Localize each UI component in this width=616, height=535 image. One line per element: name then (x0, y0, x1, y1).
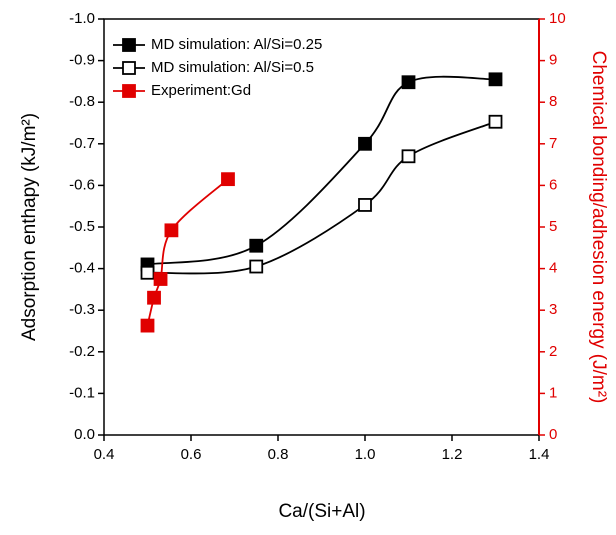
y2-tick-label: 2 (549, 343, 557, 360)
marker (358, 136, 372, 151)
y-tick-label: -1.0 (69, 10, 95, 27)
marker (221, 172, 235, 187)
marker (401, 149, 416, 164)
x-tick-label: 1.0 (355, 446, 376, 463)
y2-tick-label: 4 (549, 260, 557, 277)
x-tick-label: 1.4 (529, 446, 550, 463)
legend-marker (122, 84, 136, 98)
legend-marker (122, 61, 136, 75)
x-tick-label: 1.2 (442, 446, 463, 463)
y2-tick-label: 9 (549, 52, 557, 69)
x-tick-label: 0.6 (181, 446, 202, 463)
legend-label: MD simulation: Al/Si=0.5 (151, 59, 314, 76)
marker (140, 318, 155, 333)
x-tick-label: 0.8 (268, 446, 289, 463)
y-tick-label: -0.2 (69, 343, 95, 360)
y-tick-label: 0.0 (74, 426, 95, 443)
marker (249, 238, 264, 253)
y2-tick-label: 6 (549, 176, 557, 193)
y2-axis-label: Chemical bonding/adhesion energy (J/m²) (588, 51, 609, 404)
marker (164, 223, 179, 238)
marker (401, 75, 416, 90)
marker (488, 72, 503, 87)
y2-tick-label: 8 (549, 93, 557, 110)
legend-label: Experiment:Gd (151, 82, 251, 99)
y-tick-label: -0.5 (69, 218, 95, 235)
y2-tick-label: 10 (549, 10, 566, 27)
y2-tick-label: 7 (549, 135, 557, 152)
y2-tick-label: 0 (549, 426, 557, 443)
marker (249, 259, 264, 274)
y-tick-label: -0.6 (69, 176, 95, 193)
marker (488, 114, 503, 129)
marker (358, 198, 372, 212)
y-tick-label: -0.3 (69, 301, 95, 318)
y2-tick-label: 1 (549, 384, 557, 401)
y-tick-label: -0.9 (69, 52, 95, 69)
series-line (147, 120, 496, 275)
y-tick-label: -0.4 (69, 260, 95, 277)
series-line (147, 75, 496, 266)
legend-marker (122, 38, 136, 52)
x-axis-label: Ca/(Si+Al) (278, 501, 365, 522)
marker (147, 290, 161, 305)
y2-tick-label: 5 (549, 218, 557, 235)
y2-tick-label: 3 (549, 301, 557, 318)
legend-label: MD simulation: Al/Si=0.25 (151, 36, 322, 53)
y-tick-label: -0.1 (69, 384, 95, 401)
y-tick-label: -0.7 (69, 135, 95, 152)
x-tick-label: 0.4 (94, 446, 115, 463)
y-axis-label: Adsorption enthapy (kJ/m²) (19, 113, 40, 341)
marker (140, 265, 155, 280)
marker (153, 272, 168, 286)
y-tick-label: -0.8 (69, 93, 95, 110)
